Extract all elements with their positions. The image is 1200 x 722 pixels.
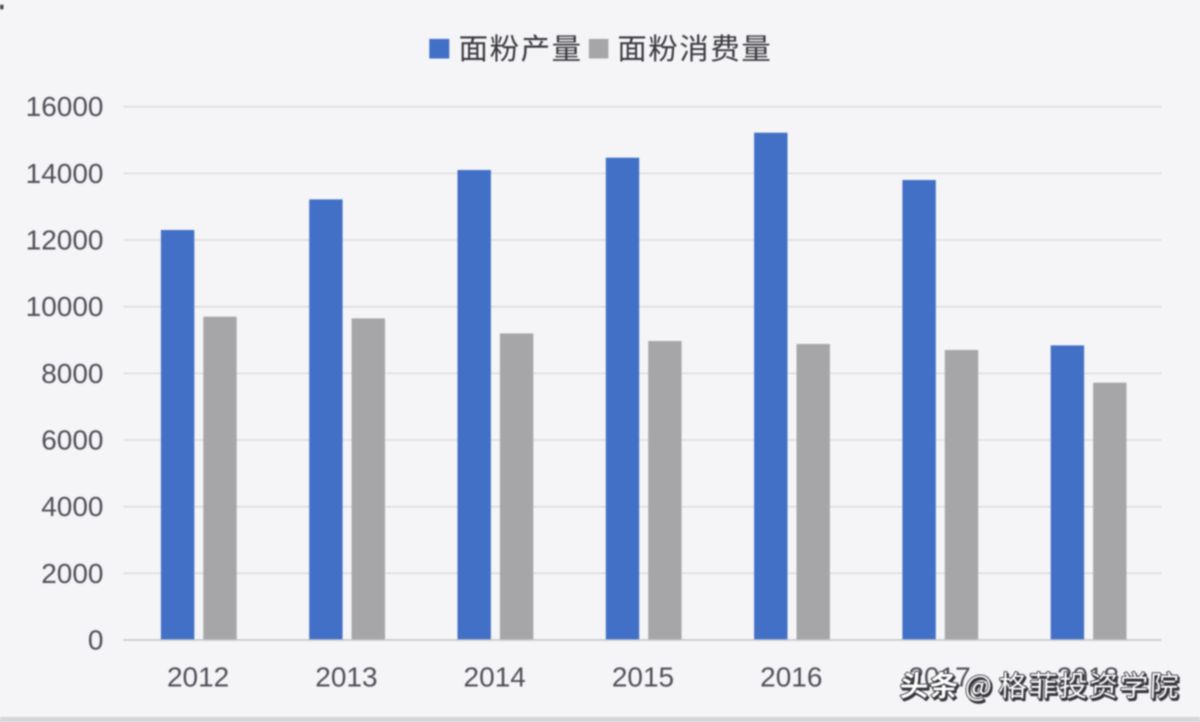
svg-text:10000: 10000 [26,291,104,322]
svg-text:2015: 2015 [612,662,674,693]
svg-text:0: 0 [88,625,104,656]
svg-text:2016: 2016 [760,662,822,693]
svg-text:8000: 8000 [41,358,103,389]
svg-text:12000: 12000 [26,225,104,256]
svg-text:16000: 16000 [26,91,104,122]
svg-text:2013: 2013 [315,662,377,693]
svg-text:2014: 2014 [464,662,526,693]
svg-text:14000: 14000 [26,158,104,189]
svg-text:6000: 6000 [41,425,103,456]
svg-text:2000: 2000 [41,558,103,589]
svg-text:4000: 4000 [41,491,103,522]
svg-text:2012: 2012 [167,662,229,693]
